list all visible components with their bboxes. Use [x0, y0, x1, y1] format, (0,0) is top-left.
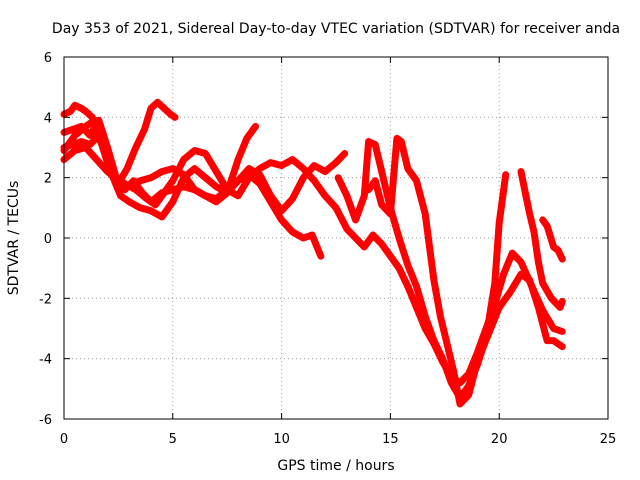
grid: [64, 57, 608, 419]
x-tick-label: 10: [273, 432, 290, 447]
y-tick-label: 6: [44, 51, 52, 66]
series-layer: [60, 98, 566, 408]
y-tick-label: 2: [44, 172, 52, 187]
x-axis-label: GPS time / hours: [277, 458, 394, 474]
y-tick-label: -6: [39, 413, 52, 428]
chart-title: Day 353 of 2021, Sidereal Day-to-day VTE…: [52, 21, 620, 37]
x-tick-label: 5: [169, 432, 177, 447]
series-track-g: [365, 134, 566, 408]
x-tick-label: 20: [491, 432, 508, 447]
axis-ticks: 0 5 10 15 20 25 -6 -4 -2 0 2 4 6: [39, 51, 616, 447]
x-tick-label: 15: [382, 432, 399, 447]
x-tick-label: 25: [600, 432, 617, 447]
series-track-i: [539, 216, 566, 263]
series-track-h: [517, 168, 566, 311]
y-axis-label: SDTVAR / TECUs: [6, 181, 22, 296]
series-track-e: [60, 144, 349, 215]
x-tick-label: 0: [60, 432, 68, 447]
y-tick-label: 4: [44, 111, 52, 126]
y-tick-label: -4: [39, 353, 52, 368]
y-tick-label: -2: [39, 292, 52, 307]
y-tick-label: 0: [44, 232, 52, 247]
